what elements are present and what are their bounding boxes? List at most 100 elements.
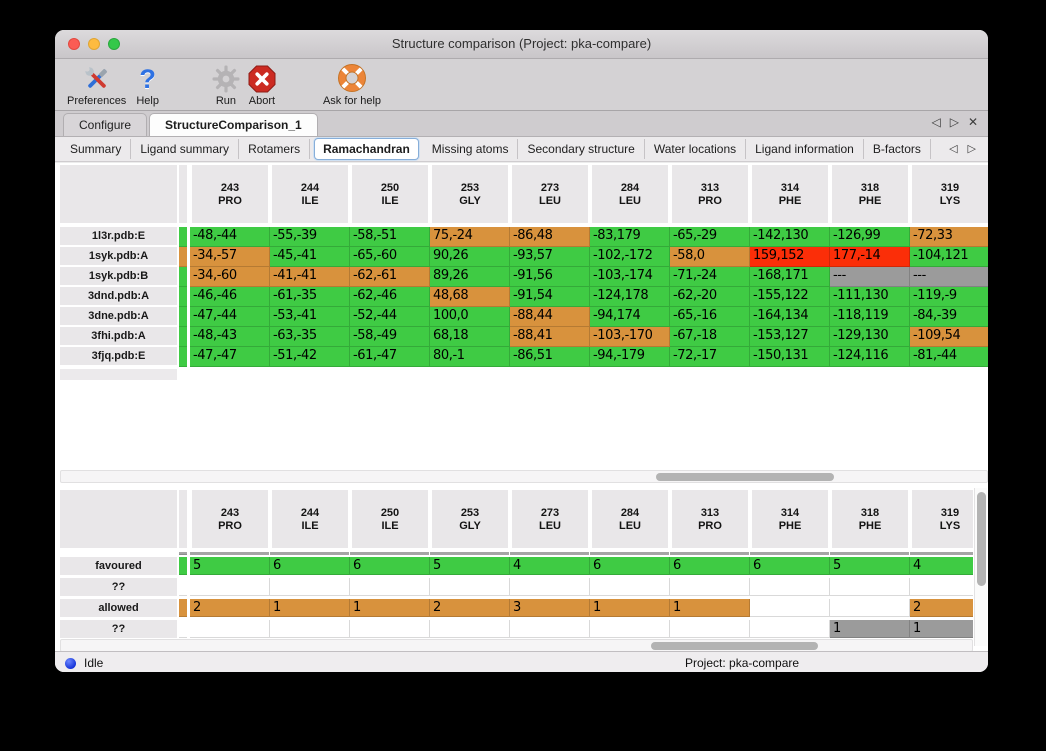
- table-cell[interactable]: 159,152: [750, 247, 830, 267]
- row-header[interactable]: 3dnd.pdb:A: [60, 287, 177, 307]
- table-cell[interactable]: -65,-29: [670, 227, 750, 247]
- column-header[interactable]: 319LYS: [912, 490, 973, 548]
- table-cell[interactable]: 1: [910, 620, 973, 638]
- column-header[interactable]: 284LEU: [592, 165, 668, 223]
- table-cell[interactable]: 1: [270, 599, 350, 617]
- column-header[interactable]: 253GLY: [432, 490, 508, 548]
- table-cell[interactable]: -86,51: [510, 347, 590, 367]
- zoom-window-button[interactable]: [108, 38, 120, 50]
- sub-tab-ligand-information[interactable]: Ligand information: [746, 139, 864, 159]
- table-cell[interactable]: -88,41: [510, 327, 590, 347]
- table-cell[interactable]: -124,178: [590, 287, 670, 307]
- table-cell[interactable]: -47,-47: [190, 347, 270, 367]
- table-cell[interactable]: 4: [910, 557, 973, 575]
- table-cell[interactable]: 75,-24: [430, 227, 510, 247]
- toolbar-button-ask-for-help[interactable]: Ask for help: [323, 61, 381, 107]
- table-cell[interactable]: [510, 620, 590, 638]
- table-cell[interactable]: 6: [590, 557, 670, 575]
- table-cell[interactable]: -91,56: [510, 267, 590, 287]
- table-cell[interactable]: [430, 578, 510, 596]
- table-cell[interactable]: -94,174: [590, 307, 670, 327]
- table-cell[interactable]: -62,-20: [670, 287, 750, 307]
- scrollbar-thumb[interactable]: [651, 642, 818, 650]
- tab-scroll-right-icon[interactable]: ▷: [950, 115, 959, 129]
- column-header[interactable]: 314PHE: [752, 165, 828, 223]
- table-cell[interactable]: 177,-14: [830, 247, 910, 267]
- sub-tab-missing-atoms[interactable]: Missing atoms: [423, 139, 519, 159]
- table-cell[interactable]: [830, 578, 910, 596]
- tab-scroll-left-icon[interactable]: ◁: [931, 115, 940, 129]
- table-cell[interactable]: 1: [590, 599, 670, 617]
- table-cell[interactable]: 2: [430, 599, 510, 617]
- toolbar-button-help[interactable]: ?Help: [136, 61, 159, 107]
- table-cell[interactable]: 80,-1: [430, 347, 510, 367]
- table-cell[interactable]: -109,54: [910, 327, 988, 347]
- column-header[interactable]: 318PHE: [832, 490, 908, 548]
- table-cell[interactable]: 6: [350, 557, 430, 575]
- table-cell[interactable]: [670, 620, 750, 638]
- top-table-horizontal-scrollbar[interactable]: [60, 470, 988, 483]
- table-cell[interactable]: ---: [830, 267, 910, 287]
- column-header[interactable]: 243PRO: [192, 490, 268, 548]
- table-cell[interactable]: [270, 620, 350, 638]
- main-tab-configure[interactable]: Configure: [63, 113, 147, 136]
- table-cell[interactable]: 2: [190, 599, 270, 617]
- table-cell[interactable]: 1: [830, 620, 910, 638]
- row-header[interactable]: ??: [60, 578, 177, 596]
- column-header[interactable]: 284LEU: [592, 490, 668, 548]
- table-cell[interactable]: -94,-179: [590, 347, 670, 367]
- table-cell[interactable]: 6: [270, 557, 350, 575]
- table-cell[interactable]: -65,-60: [350, 247, 430, 267]
- scrollbar-thumb[interactable]: [656, 473, 834, 481]
- table-cell[interactable]: ---: [910, 267, 988, 287]
- sub-tab-b-factors[interactable]: B-factors: [864, 139, 931, 159]
- toolbar-button-run[interactable]: Run: [211, 61, 241, 107]
- main-tab-structurecomparison_1[interactable]: StructureComparison_1: [149, 113, 318, 136]
- table-cell[interactable]: 5: [190, 557, 270, 575]
- table-cell[interactable]: [750, 599, 830, 617]
- table-cell[interactable]: -129,130: [830, 327, 910, 347]
- table-cell[interactable]: -72,-17: [670, 347, 750, 367]
- table-cell[interactable]: -46,-46: [190, 287, 270, 307]
- table-cell[interactable]: -124,116: [830, 347, 910, 367]
- toolbar-button-abort[interactable]: Abort: [247, 61, 277, 107]
- row-header[interactable]: ??: [60, 620, 177, 638]
- table-cell[interactable]: -103,-174: [590, 267, 670, 287]
- table-cell[interactable]: -111,130: [830, 287, 910, 307]
- table-cell[interactable]: 5: [830, 557, 910, 575]
- column-header[interactable]: 250ILE: [352, 490, 428, 548]
- table-cell[interactable]: [910, 578, 973, 596]
- sub-tab-ramachandran[interactable]: Ramachandran: [314, 138, 419, 160]
- table-cell[interactable]: -48,-44: [190, 227, 270, 247]
- table-cell[interactable]: -91,54: [510, 287, 590, 307]
- column-header[interactable]: 318PHE: [832, 165, 908, 223]
- table-cell[interactable]: -150,131: [750, 347, 830, 367]
- tab-close-icon[interactable]: ✕: [968, 115, 978, 129]
- table-cell[interactable]: [190, 620, 270, 638]
- column-header[interactable]: 319LYS: [912, 165, 988, 223]
- table-cell[interactable]: -63,-35: [270, 327, 350, 347]
- column-header[interactable]: 313PRO: [672, 490, 748, 548]
- table-cell[interactable]: -168,171: [750, 267, 830, 287]
- row-header[interactable]: 3fhi.pdb:A: [60, 327, 177, 347]
- table-cell[interactable]: -58,0: [670, 247, 750, 267]
- table-cell[interactable]: -103,-170: [590, 327, 670, 347]
- table-cell[interactable]: -67,-18: [670, 327, 750, 347]
- row-header[interactable]: allowed: [60, 599, 177, 617]
- table-cell[interactable]: [430, 620, 510, 638]
- table-cell[interactable]: -93,57: [510, 247, 590, 267]
- row-header[interactable]: favoured: [60, 557, 177, 575]
- column-header[interactable]: 273LEU: [512, 490, 588, 548]
- table-cell[interactable]: -81,-44: [910, 347, 988, 367]
- summary-table-vertical-scrollbar[interactable]: [974, 488, 987, 646]
- subtab-scroll-left-icon[interactable]: ◁: [949, 142, 957, 155]
- table-cell[interactable]: -142,130: [750, 227, 830, 247]
- table-cell[interactable]: -62,-61: [350, 267, 430, 287]
- row-header[interactable]: 1syk.pdb:A: [60, 247, 177, 267]
- table-cell[interactable]: -88,44: [510, 307, 590, 327]
- table-cell[interactable]: [510, 578, 590, 596]
- table-cell[interactable]: 1: [670, 599, 750, 617]
- table-cell[interactable]: 6: [670, 557, 750, 575]
- table-cell[interactable]: -48,-43: [190, 327, 270, 347]
- table-cell[interactable]: -119,-9: [910, 287, 988, 307]
